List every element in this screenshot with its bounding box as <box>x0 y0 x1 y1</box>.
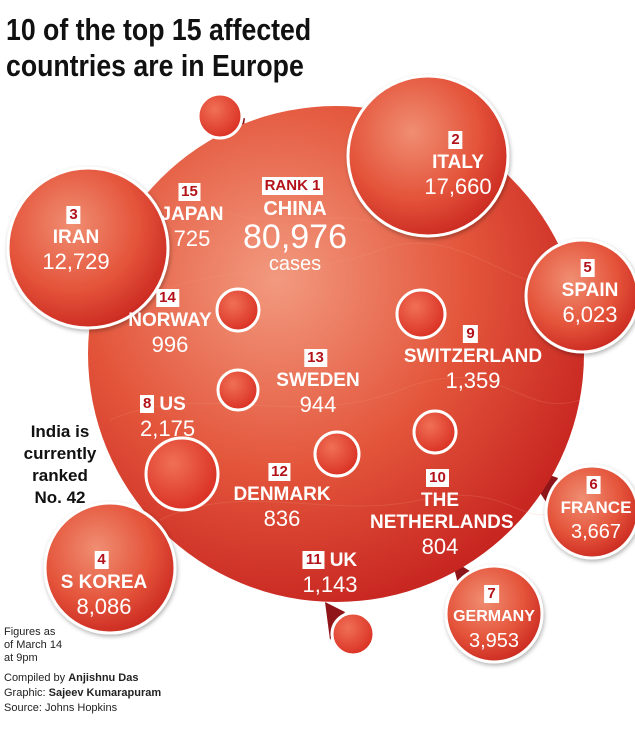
label-germany: 7 GERMANY 3,953 <box>453 584 535 654</box>
compiler-name: Anjishnu Das <box>68 672 139 684</box>
country-name-germany: GERMANY <box>453 608 535 625</box>
bubble-texture <box>109 199 581 521</box>
bubble-germany <box>444 564 544 664</box>
credit-compiled: Compiled by Anjishnu Das <box>4 672 139 684</box>
india-note-line-2: currently <box>23 444 97 463</box>
credit-source: Source: Johns Hopkins <box>4 702 118 714</box>
label-japan: 15 JAPAN 725 <box>161 182 224 252</box>
cases-denmark: 836 <box>263 506 301 531</box>
rank-badge-spain: 5 <box>580 259 595 277</box>
rank-badge-iran: 3 <box>66 206 81 224</box>
rank-badge-us: 8 <box>140 395 155 413</box>
country-name-spain: SPAIN <box>561 280 619 301</box>
rank-badge-germany: 7 <box>484 585 499 603</box>
country-name-uk: UK <box>329 550 358 571</box>
cases-us: 2,175 <box>140 416 196 441</box>
cases-spain: 6,023 <box>562 302 618 327</box>
graphic-artist-name: Sajeev Kumarapuram <box>48 687 162 699</box>
label-norway: 14 NORWAY 996 <box>128 288 212 358</box>
country-name-sweden: SWEDEN <box>276 370 360 391</box>
bubble-uk <box>330 611 376 657</box>
cases-sweden: 944 <box>299 392 337 417</box>
india-note-line-3: ranked <box>32 466 88 485</box>
label-s-korea: 4 S KOREA 8,086 <box>60 550 148 620</box>
cases-unit-china: cases <box>268 253 322 275</box>
label-china: RANK 1 CHINA 80,976 cases <box>243 176 347 274</box>
rank-badge-netherlands: 10 <box>426 469 449 487</box>
label-netherlands: 10 THE NETHERLANDS 804 <box>370 468 514 560</box>
cases-iran: 12,729 <box>42 249 110 274</box>
cases-s-korea: 8,086 <box>76 594 132 619</box>
rank-badge-italy: 2 <box>448 131 463 149</box>
bubble-netherlands <box>412 409 458 455</box>
date-note-line-3: at 9pm <box>4 652 38 664</box>
bubble-denmark <box>313 430 361 478</box>
india-note-line-4: No. 42 <box>34 488 86 507</box>
rank-badge-japan: 15 <box>178 183 201 201</box>
rank-badge-uk: 11 <box>302 551 325 569</box>
bubble-top-unlabeled <box>196 92 244 140</box>
cases-norway: 996 <box>151 332 189 357</box>
date-note-line-1: Figures as <box>4 626 56 638</box>
country-name-japan: JAPAN <box>160 204 224 225</box>
country-name-switzerland: SWITZERLAND <box>403 346 543 367</box>
label-denmark: 12 DENMARK 836 <box>233 462 331 532</box>
country-name-norway: NORWAY <box>128 310 212 331</box>
credits: Compiled by Anjishnu Das Graphic: Sajeev… <box>4 671 161 716</box>
cases-switzerland: 1,359 <box>445 368 501 393</box>
bubble-spain <box>524 238 635 354</box>
label-italy: 2 ITALY 17,660 <box>424 130 492 200</box>
country-name-italy: ITALY <box>432 152 484 173</box>
rank-badge-norway: 14 <box>156 289 179 307</box>
page-title: 10 of the top 15 affected countries are … <box>6 12 350 84</box>
country-name-s-korea: S KOREA <box>60 572 148 593</box>
label-spain: 5 SPAIN 6,023 <box>561 258 619 328</box>
country-name-france: FRANCE <box>560 498 632 517</box>
bubble-us <box>144 436 220 512</box>
cases-italy: 17,660 <box>424 174 492 199</box>
rank-badge-china: RANK 1 <box>261 177 324 195</box>
bubble-norway <box>215 287 261 333</box>
bubble-italy <box>346 74 510 238</box>
cases-uk: 1,143 <box>302 572 358 597</box>
country-name-denmark: DENMARK <box>233 484 331 505</box>
cases-germany: 3,953 <box>468 630 520 652</box>
rank-badge-s-korea: 4 <box>94 551 109 569</box>
date-note: Figures as of March 14 at 9pm <box>4 626 114 665</box>
bubble-switzerland <box>395 288 447 340</box>
country-name-netherlands: THE NETHERLANDS <box>370 490 514 533</box>
country-name-iran: IRAN <box>52 227 100 248</box>
label-uk: 11 UK 1,143 <box>302 550 357 598</box>
india-note-line-1: India is <box>30 422 90 441</box>
bubble-s-korea <box>43 501 177 635</box>
credit-graphic: Graphic: Sajeev Kumarapuram <box>4 687 162 699</box>
rank-badge-sweden: 13 <box>304 349 327 367</box>
bubble-sweden <box>216 368 260 412</box>
label-iran: 3 IRAN 12,729 <box>42 205 110 275</box>
bubble-iran <box>6 166 170 330</box>
cases-japan: 725 <box>173 226 211 251</box>
cases-china: 80,976 <box>243 218 347 256</box>
bubble-france <box>544 464 635 560</box>
rank-badge-switzerland: 9 <box>463 325 478 343</box>
country-name-china: CHINA <box>263 198 327 220</box>
title-line-1: 10 of the top 15 affected <box>6 12 312 47</box>
country-name-us: US <box>159 394 186 415</box>
label-switzerland: 9 SWITZERLAND 1,359 <box>404 324 542 394</box>
cases-netherlands: 804 <box>421 534 459 559</box>
label-us: 8 US 2,175 <box>140 394 195 442</box>
cases-france: 3,667 <box>570 521 622 543</box>
date-note-line-2: of March 14 <box>4 639 63 651</box>
title-line-2: countries are in Europe <box>6 48 304 83</box>
label-france: 6 FRANCE 3,667 <box>560 475 632 545</box>
label-sweden: 13 SWEDEN 944 <box>276 348 360 418</box>
rank-badge-france: 6 <box>586 476 601 494</box>
rank-badge-denmark: 12 <box>268 463 291 481</box>
india-rank-note: India is currently ranked No. 42 <box>14 421 106 509</box>
